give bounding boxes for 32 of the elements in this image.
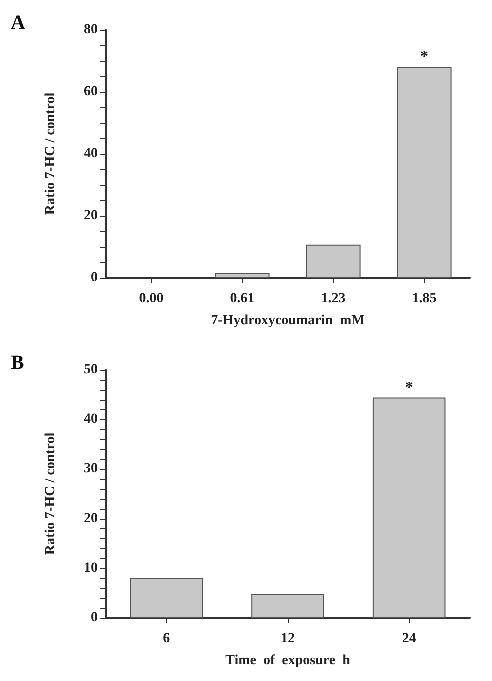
y-tick-label: 0 [91,270,98,286]
x-tick-label: 0.61 [230,292,255,306]
y-tick-label: 20 [84,511,98,526]
x-tick-label: 0.00 [139,292,164,306]
y-tick-label: 80 [84,22,98,38]
bar [306,244,361,278]
bar [130,578,204,618]
y-axis-title: Ratio 7-HC / control [44,92,58,216]
y-tick-label: 30 [84,462,98,477]
chart-title: A [11,12,26,34]
y-axis-title: Ratio 7-HC / control [44,432,58,556]
x-tick-label: 6 [163,632,170,646]
x-tick-label: 12 [281,632,295,646]
y-tick-label: 40 [84,412,98,428]
y-tick-label: 60 [84,84,98,100]
annotation: * [405,379,414,396]
y-tick-label: 50 [84,362,98,378]
annotation: * [420,48,428,66]
y-tick-label: 20 [84,208,98,224]
bar [372,398,446,618]
x-axis-title: 7-Hydroxycoumarin mM [211,314,365,328]
bar [397,67,452,278]
chart-title: B [11,352,24,374]
bar [215,273,270,278]
y-tick-label: 10 [84,560,98,576]
y-tick-label: 40 [84,146,98,162]
x-tick-label: 1.85 [412,292,437,306]
x-tick-label: 24 [402,632,416,646]
y-tick-label: 0 [91,610,98,626]
bar [252,594,324,618]
x-axis-title: Time of exposure h [226,654,351,668]
x-tick-label: 1.23 [321,292,346,306]
